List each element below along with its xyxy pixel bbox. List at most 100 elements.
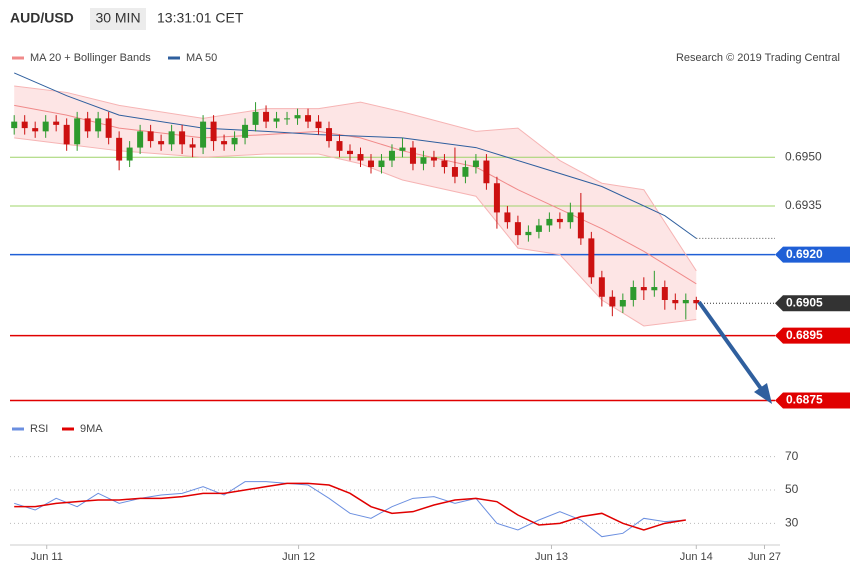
candle-body [74,118,81,145]
level-label: 0.6875 [786,393,823,407]
candle-body [567,212,574,223]
candle-body [493,183,500,213]
candle-body [367,160,374,168]
level-label: 0.6905 [786,295,823,309]
x-tick-label: Jun 27 [748,551,781,563]
level-label: 0.6920 [786,247,823,261]
bollinger-band [14,85,697,326]
candle-body [137,131,144,148]
candle-body [84,118,91,132]
candle-body [588,238,595,278]
candle-body [441,160,448,168]
upper-band [14,85,697,272]
x-tick-label: Jun 11 [31,551,63,563]
level-tag [775,327,850,344]
time: 13:31:01 CET [157,10,244,26]
candle-body [105,118,112,138]
candle-body [672,300,679,304]
candle-body [210,121,217,142]
y-tick-label: 70 [785,449,799,463]
candle-body [63,124,70,145]
candle-body [315,121,322,129]
symbol: AUD/USD [10,10,74,26]
candle-body [126,147,133,161]
candle-body [682,300,689,304]
candle-body [147,131,154,142]
candle-body [200,121,207,148]
level-label: 0.6895 [786,328,823,342]
candle-body [231,137,238,145]
candle-body [525,231,532,236]
legend-label: 9MA [80,423,103,435]
candle-body [430,157,437,161]
candle-body [21,121,28,129]
legend-label: RSI [30,423,48,435]
x-tick-label: Jun 13 [535,551,568,563]
ma20-line [14,104,697,285]
candle-body [252,111,259,125]
forecast-arrow [697,300,772,404]
ma50-line [13,72,697,239]
level-tag [775,295,850,312]
candle-body [546,218,553,226]
candle-body [179,131,186,145]
candle-body [651,287,658,291]
candle-body [514,222,521,236]
candle-body [326,128,333,142]
candle-body [462,167,469,177]
candle-body [42,121,49,132]
candle-body [116,137,123,161]
y-tick-label: 30 [785,516,799,530]
candle-body [483,160,490,184]
level-label: 0.6935 [785,198,822,212]
candle-body [168,131,175,145]
candle-body [409,147,416,164]
candle-body [294,115,301,119]
candle-body [95,118,102,132]
candle-body [693,300,700,304]
y-tick-label: 50 [785,482,799,496]
candle-body [556,218,563,223]
indicator-line [14,482,686,531]
candle-body [357,154,364,161]
candle-body [11,121,18,129]
candle-body [347,150,353,155]
candle-body [619,300,626,307]
candle-body [388,150,395,161]
candle-body [577,212,584,239]
candle-body [305,115,312,122]
legend-label: MA 50 [186,52,217,64]
candle-body [378,160,385,168]
candle-body [242,124,249,138]
candle-body [32,128,39,132]
candle-body [420,157,427,164]
candle-body [630,287,637,300]
candle-body [189,144,196,148]
interval: 30 MIN [95,10,140,26]
candle-body [263,111,270,122]
candle-body [451,167,458,177]
candle-body [336,141,343,151]
interval-box [90,8,146,30]
candle-body [273,118,280,122]
level-tag [775,246,850,263]
candle-body [661,287,668,300]
level-tag [775,392,850,409]
indicator-line [14,481,686,538]
candle-body [504,212,511,223]
candle-body [158,141,165,145]
level-label: 0.6950 [785,149,822,163]
candle-body [399,147,406,151]
x-tick-label: Jun 12 [282,551,315,563]
copyright: Research © 2019 Trading Central [676,52,840,64]
candle-body [221,141,228,145]
candle-body [472,160,479,168]
candle-body [535,225,542,232]
x-tick-label: Jun 14 [680,551,713,563]
candle-body [609,296,616,307]
legend-label: MA 20 + Bollinger Bands [30,52,151,64]
candle-body [284,118,291,120]
candle-body [53,121,60,125]
candle-body [598,277,605,297]
